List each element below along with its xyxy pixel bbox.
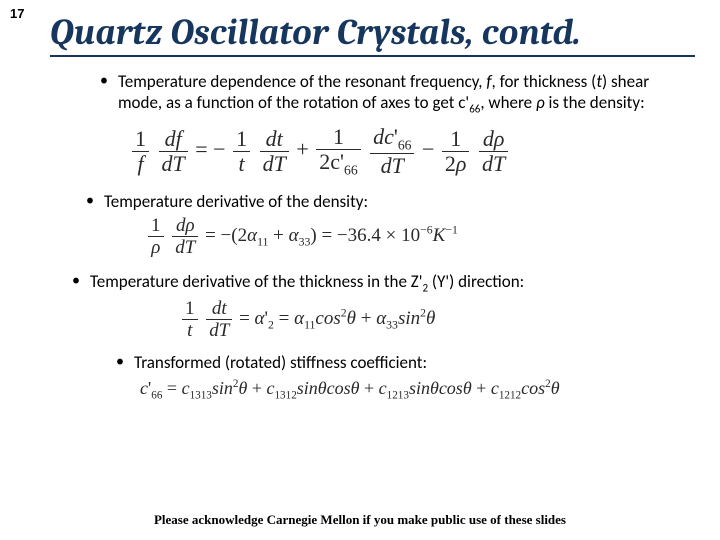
equation-4: c'66 = c1313sin2θ + c1312sinθcosθ + c121… xyxy=(140,378,690,402)
slide-title: Quartz Oscillator Crystals, contd. xyxy=(50,12,690,53)
bullet-dot-icon: • xyxy=(86,191,94,212)
bullet-3: • Temperature derivative of the thicknes… xyxy=(72,271,682,295)
bullet-dot-icon: • xyxy=(72,271,80,292)
bullet-dot-icon: • xyxy=(100,71,108,92)
bullet-4: • Transformed (rotated) stiffness coeffi… xyxy=(116,352,656,373)
bullet-1: • Temperature dependence of the resonant… xyxy=(100,71,660,116)
equation-2: 1ρ dρdT = −(2α11 + α33) = −36.4 × 10−6K−… xyxy=(146,216,690,257)
bullet-dot-icon: • xyxy=(116,352,124,373)
equation-3: 1t dtdT = α'2 = α11cos2θ + α33sin2θ xyxy=(180,299,690,340)
bullet-2-text: Temperature derivative of the density: xyxy=(104,191,368,212)
title-underline xyxy=(50,55,695,57)
bullet-4-text: Transformed (rotated) stiffness coeffici… xyxy=(134,352,427,373)
bullet-3-text: Temperature derivative of the thickness … xyxy=(90,271,524,295)
footer-text: Please acknowledge Carnegie Mellon if yo… xyxy=(0,512,720,528)
bullet-1-text: Temperature dependence of the resonant f… xyxy=(118,71,660,116)
equation-1: 1f dfdT = − 1t dtdT + 12c'66 dc'66dT − 1… xyxy=(130,126,690,177)
bullet-2: • Temperature derivative of the density: xyxy=(86,191,666,212)
slide: 17 Quartz Oscillator Crystals, contd. • … xyxy=(0,0,720,540)
page-number: 17 xyxy=(10,6,24,21)
